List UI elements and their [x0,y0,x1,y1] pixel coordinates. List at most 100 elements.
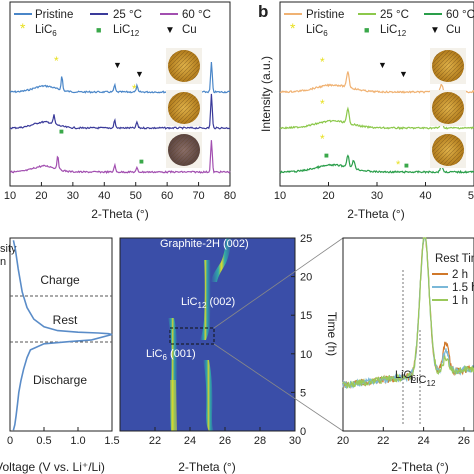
panel-a-x-tick-label: 60 [161,190,173,202]
panel-e-x-axis: 20 22 24 26 [337,427,470,447]
region-discharge: Discharge [33,373,87,387]
electrode-disc-texture [432,92,464,124]
annotation-graphite-2h: Graphite-2H (002) [160,238,249,250]
zoom-connector-top [213,237,344,329]
panel-a-photos [166,48,202,168]
panel-b-ylabel: Intensity (a.u.) [259,56,273,132]
panel-b-x-tick-label: 30 [371,190,383,202]
panel-e: LiC6 LiC12 Rest Tim 2 h 1.5 h 1 h 20 22 24… [337,236,474,474]
panel-a-xlabel: 2-Theta (°) [91,207,148,221]
curve-60c [9,140,231,174]
panel-c-x-tick-label: 1.0 [70,435,85,447]
curve-pristine [279,71,474,94]
panel-d-x-tick-label: 28 [254,435,266,447]
curve-rest-1h [342,236,474,390]
panel-b-markers: ▼ ▼ * * * ■ * ■ [320,55,409,171]
panel-e-x-tick-label: 24 [417,435,429,447]
panel-c-fragment-2: n [0,256,6,268]
electrode-disc-texture [168,134,200,166]
zoom-box [169,327,215,345]
legend-label-1-5h: 1.5 h [452,282,474,294]
panel-a-x-tick-label: 70 [192,190,204,202]
lic6-marker: * [320,132,325,146]
panel-d-x-tick-label: 26 [219,435,231,447]
panel-b-x-tick-label: 20 [322,190,334,202]
panel-d-y-tick-label: 25 [300,233,312,245]
panel-e-xlabel: 2-Theta (°) [391,460,448,474]
panel-e-x-tick-label: 22 [377,435,389,447]
panel-a-frame [9,1,231,187]
panel-c-x-axis: 0 0.5 1.0 1.5 [7,427,120,447]
panel-a-markers: ▼ ▼ * * ■ ■ [54,54,144,166]
legend-label-25c: 25 °C [380,9,409,21]
legend-marker-lic12: ■ [96,25,101,35]
lic6-marker: * [320,55,325,69]
cu-marker: ▼ [113,60,122,70]
legend-label-lic6: LiC6 [35,24,57,38]
lic6-marker: * [132,82,137,96]
panel-d-frame [119,237,296,432]
annotation-lic6: LiC6 (001) [146,348,196,362]
zoom-connector-bottom [213,343,344,432]
annotation-lic12: LiC12 [410,374,436,388]
legend-label-pristine: Pristine [306,9,344,21]
panel-d-x-axis: 22 24 26 28 30 [149,427,301,447]
heatmap-ridge-lic12-low [203,360,214,431]
panel-a-x-tick-label: 30 [67,190,79,202]
panel-a-x-axis: 10 20 30 40 50 60 70 80 [4,182,236,202]
panel-c-frame [9,237,113,432]
panel-b-x-tick-label: 10 [274,190,286,202]
lic12-marker: ■ [404,161,409,170]
panel-d-y-tick-label: 20 [300,272,312,284]
electrode-disc-texture [432,134,464,166]
heatmap-ridge-graphite-2h [211,238,232,282]
electrode-disc-texture [168,92,200,124]
legend-marker-cu: ▼ [165,25,175,36]
lic6-marker: * [54,54,59,68]
legend-label-lic6: LiC6 [306,24,328,38]
panel-c-x-tick-label: 1.5 [104,435,119,447]
annotation-lic6: LiC6 [395,369,417,383]
legend-label-cu: Cu [182,24,197,36]
panel-a-x-tick-label: 20 [35,190,47,202]
legend-marker-lic6: * [20,20,26,36]
region-charge: Charge [40,273,80,287]
cu-marker: ▼ [135,69,144,79]
legend-marker-lic6: * [290,20,296,36]
panel-a-x-tick-label: 10 [4,190,16,202]
heatmap-ridge-lic12-mid [200,260,211,340]
lic6-marker: * [320,97,325,111]
panel-a-legend: Pristine 25 °C 60 °C * LiC6 ■ LiC12 ▼ Cu [14,9,211,38]
panel-e-frame [342,237,474,432]
lic12-marker: ■ [324,151,329,160]
cu-marker: ▼ [399,69,408,79]
panel-d-y-tick-label: 10 [300,349,312,361]
panel-d-x-tick-label: 22 [149,435,161,447]
panel-a-x-tick-label: 80 [224,190,236,202]
panel-d-y-axis: 0 5 10 15 20 25 [291,233,312,438]
panel-c-x-tick-label: 0.5 [36,435,51,447]
panel-d-ylabel: Time (h) [325,312,339,356]
electrode-disc-texture [168,50,200,82]
panel-c: sity n Charge Rest Discharge 0 0.5 1.0 1.5 … [0,237,120,474]
legend-marker-cu: ▼ [430,25,440,36]
panel-b-photos [430,48,466,168]
legend-label-pristine: Pristine [35,9,73,21]
panel-d-y-tick-label: 15 [300,310,312,322]
lic12-marker: ■ [59,127,64,136]
legend-marker-lic12: ■ [364,25,369,35]
legend-label-60c: 60 °C [446,9,474,21]
panel-b-x-tick-label: 50 [468,190,474,202]
panel-e-curves [342,236,474,390]
panel-a-x-tick-label: 50 [130,190,142,202]
panel-a-x-tick-label: 40 [98,190,110,202]
panel-d-xlabel: 2-Theta (°) [178,460,235,474]
panel-b-legend: Pristine 25 °C 60 °C * LiC6 ■ LiC12 ▼ Cu [284,9,474,38]
legend-label-60c: 60 °C [182,9,211,21]
panel-d: Graphite-2H (002) LiC12 (002) LiC6 (001)… [119,233,344,474]
lic6-marker: * [396,159,401,171]
legend-label-1h: 1 h [452,295,468,307]
curve-25c [9,93,231,130]
panel-c-fragment-1: sity [0,243,17,255]
